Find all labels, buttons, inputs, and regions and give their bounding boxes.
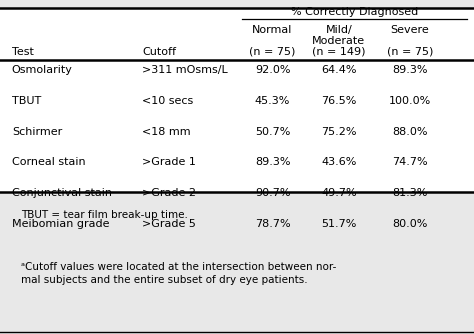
Text: 43.6%: 43.6%	[321, 157, 356, 167]
Text: % Correctly Diagnosed: % Correctly Diagnosed	[291, 7, 418, 17]
Text: Severe: Severe	[391, 25, 429, 35]
Text: Cutoff: Cutoff	[142, 47, 176, 57]
Text: 51.7%: 51.7%	[321, 219, 356, 229]
Bar	[0, 192, 474, 334]
Text: 75.2%: 75.2%	[321, 127, 356, 137]
Text: Conjunctival stain: Conjunctival stain	[12, 188, 112, 198]
Text: >Grade 2: >Grade 2	[142, 188, 196, 198]
Text: (n = 149): (n = 149)	[312, 47, 365, 57]
Text: (n = 75): (n = 75)	[387, 47, 433, 57]
Text: 88.0%: 88.0%	[392, 127, 428, 137]
Text: 49.7%: 49.7%	[321, 188, 357, 198]
Text: Osmolarity: Osmolarity	[12, 65, 73, 75]
Text: 78.7%: 78.7%	[255, 219, 291, 229]
Text: 80.0%: 80.0%	[392, 219, 428, 229]
Text: 89.3%: 89.3%	[255, 157, 290, 167]
Text: 76.5%: 76.5%	[321, 96, 356, 106]
Text: Meibomian grade: Meibomian grade	[12, 219, 109, 229]
Text: 90.7%: 90.7%	[255, 188, 290, 198]
Text: (n = 75): (n = 75)	[249, 47, 296, 57]
Text: TBUT = tear film break-up time.: TBUT = tear film break-up time.	[21, 210, 188, 220]
Text: 45.3%: 45.3%	[255, 96, 290, 106]
Text: Normal: Normal	[252, 25, 293, 35]
Text: 64.4%: 64.4%	[321, 65, 356, 75]
Text: Mild/: Mild/	[326, 25, 352, 35]
Text: >311 mOsms/L: >311 mOsms/L	[142, 65, 228, 75]
Text: >Grade 5: >Grade 5	[142, 219, 196, 229]
Text: <10 secs: <10 secs	[142, 96, 193, 106]
Text: TBUT: TBUT	[12, 96, 41, 106]
Text: 81.3%: 81.3%	[392, 188, 428, 198]
Text: 89.3%: 89.3%	[392, 65, 428, 75]
Text: 50.7%: 50.7%	[255, 127, 290, 137]
Text: Test: Test	[12, 47, 34, 57]
Text: Schirmer: Schirmer	[12, 127, 62, 137]
Text: 74.7%: 74.7%	[392, 157, 428, 167]
Text: >Grade 1: >Grade 1	[142, 157, 196, 167]
Bar	[0, 8, 474, 192]
Text: <18 mm: <18 mm	[142, 127, 191, 137]
Text: Corneal stain: Corneal stain	[12, 157, 85, 167]
Text: ᵃCutoff values were located at the intersection between nor-
mal subjects and th: ᵃCutoff values were located at the inter…	[21, 262, 337, 285]
Text: Moderate: Moderate	[312, 36, 365, 46]
Text: 100.0%: 100.0%	[389, 96, 431, 106]
Text: 92.0%: 92.0%	[255, 65, 290, 75]
